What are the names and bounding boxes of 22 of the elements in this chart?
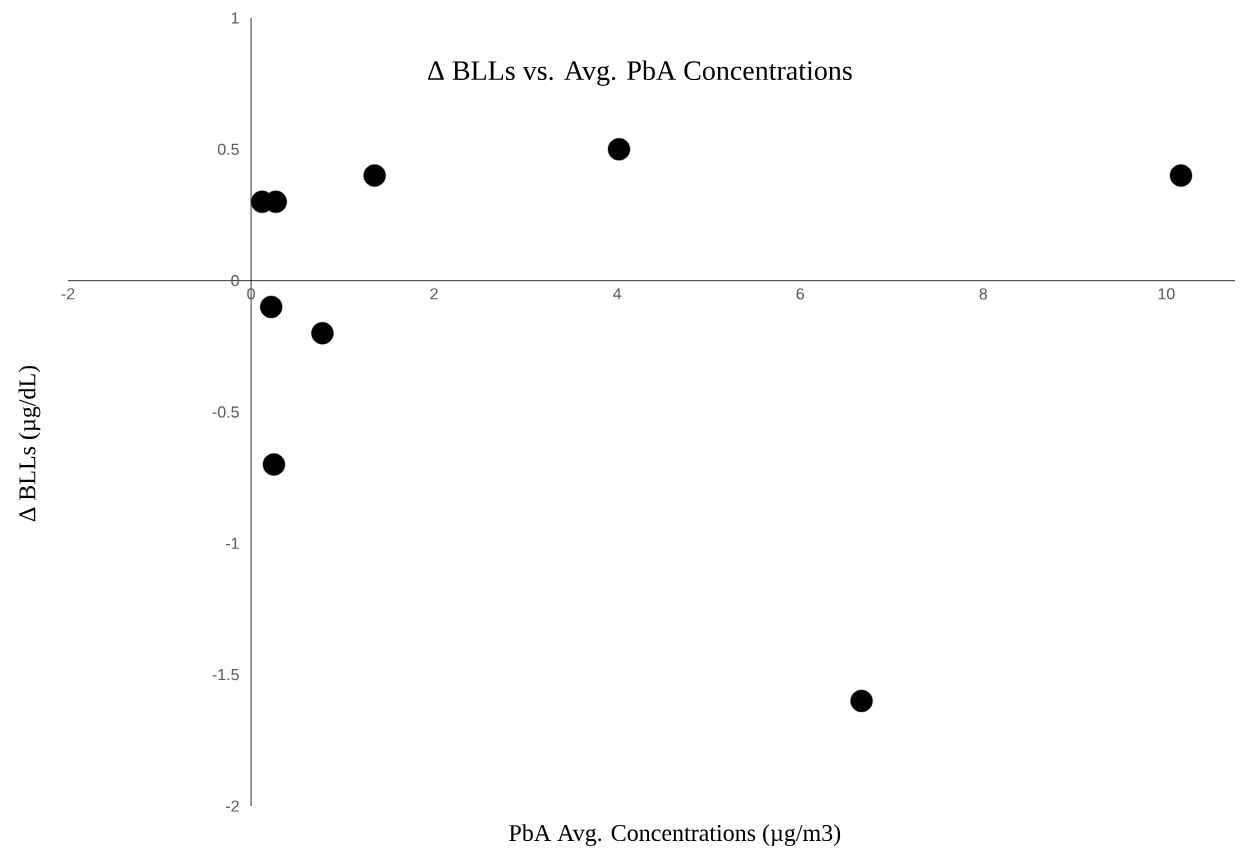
text: Δ BLLs vs. Avg. PbA Concentrations <box>428 60 852 86</box>
x-tick-label: 8 <box>979 288 988 300</box>
x-tick-label: 2 <box>430 288 438 300</box>
point <box>262 453 286 476</box>
x-axis-title: PbA Avg. Concentrations (µg/m3) <box>509 824 841 847</box>
point <box>850 689 873 713</box>
point <box>1169 164 1193 187</box>
x-tick-label: 6 <box>796 288 804 300</box>
x-tick-label: -2 <box>61 288 75 300</box>
point <box>363 164 386 187</box>
point <box>260 295 283 319</box>
x-tick-label: 4 <box>613 288 622 300</box>
y-tick-label: 0.5 <box>217 143 239 155</box>
y-tick-label: -1 <box>226 537 239 549</box>
y-tick-label: -0.5 <box>212 406 239 418</box>
y-tick-label: -2 <box>226 800 239 812</box>
y-tick-label: -1.5 <box>212 669 239 681</box>
x-tick-label: 10 <box>1158 288 1175 300</box>
y-axis-title: Δ BLLs (µg/dL) <box>18 365 41 522</box>
point <box>311 321 334 345</box>
y-tick-label: 1 <box>231 12 239 24</box>
point <box>607 138 631 161</box>
